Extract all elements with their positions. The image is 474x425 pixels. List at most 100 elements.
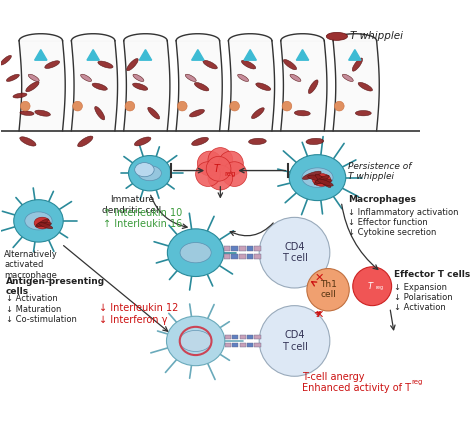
Polygon shape: [225, 343, 231, 347]
Ellipse shape: [148, 107, 160, 119]
Text: ↓ Expansion
↓ Polarisation
↓ Activation: ↓ Expansion ↓ Polarisation ↓ Activation: [394, 283, 453, 312]
Ellipse shape: [35, 110, 50, 116]
Text: T: T: [214, 164, 220, 174]
Circle shape: [219, 151, 243, 176]
Ellipse shape: [78, 136, 93, 147]
Text: ✕: ✕: [315, 309, 324, 320]
Polygon shape: [87, 50, 100, 60]
Text: Th1
cell: Th1 cell: [319, 280, 337, 300]
Polygon shape: [239, 343, 246, 347]
Circle shape: [125, 101, 135, 111]
Ellipse shape: [190, 109, 204, 117]
Polygon shape: [254, 246, 261, 251]
Ellipse shape: [45, 61, 60, 68]
Circle shape: [206, 156, 231, 181]
Ellipse shape: [302, 171, 321, 179]
Polygon shape: [281, 34, 327, 131]
Ellipse shape: [309, 80, 318, 94]
Ellipse shape: [98, 61, 113, 68]
Ellipse shape: [20, 111, 34, 116]
Ellipse shape: [26, 82, 39, 92]
Ellipse shape: [185, 74, 196, 82]
Polygon shape: [228, 34, 274, 131]
Polygon shape: [333, 34, 379, 131]
Polygon shape: [224, 246, 230, 251]
Text: Persistence of
T whipplei: Persistence of T whipplei: [348, 162, 412, 181]
Text: ↓ Activation
↓ Maturation
↓ Co-stimulation: ↓ Activation ↓ Maturation ↓ Co-stimulati…: [6, 294, 77, 324]
Polygon shape: [232, 343, 238, 347]
Ellipse shape: [237, 74, 248, 82]
Polygon shape: [239, 246, 246, 251]
Circle shape: [208, 165, 233, 190]
Ellipse shape: [34, 217, 50, 229]
Text: Macrophages: Macrophages: [348, 195, 416, 204]
Polygon shape: [191, 50, 204, 60]
Text: reg: reg: [376, 286, 384, 290]
Polygon shape: [231, 255, 238, 259]
Ellipse shape: [14, 200, 63, 242]
Circle shape: [230, 101, 239, 111]
Polygon shape: [72, 34, 118, 131]
Circle shape: [222, 162, 247, 187]
Ellipse shape: [180, 243, 211, 263]
Ellipse shape: [6, 74, 19, 82]
Ellipse shape: [312, 173, 331, 186]
Polygon shape: [247, 343, 253, 347]
Text: T: T: [368, 282, 373, 291]
Polygon shape: [224, 255, 230, 259]
Ellipse shape: [127, 59, 138, 71]
Ellipse shape: [167, 229, 224, 277]
Text: ✕: ✕: [315, 273, 324, 283]
Polygon shape: [255, 343, 261, 347]
Text: Effector T cells: Effector T cells: [394, 270, 471, 279]
Text: CD4
T cell: CD4 T cell: [282, 330, 308, 352]
Polygon shape: [246, 255, 253, 259]
Circle shape: [208, 147, 233, 172]
Text: ↓ Interleukin 12
↓ Interferon γ: ↓ Interleukin 12 ↓ Interferon γ: [99, 303, 178, 325]
Ellipse shape: [180, 331, 212, 351]
Polygon shape: [231, 246, 238, 251]
Ellipse shape: [194, 82, 209, 91]
Ellipse shape: [128, 156, 171, 191]
Circle shape: [196, 162, 220, 187]
Ellipse shape: [358, 82, 373, 91]
Ellipse shape: [306, 138, 324, 144]
Polygon shape: [124, 34, 170, 131]
Ellipse shape: [39, 223, 53, 229]
Ellipse shape: [133, 74, 144, 82]
Ellipse shape: [133, 83, 148, 90]
Ellipse shape: [203, 60, 217, 69]
Polygon shape: [246, 246, 253, 251]
Ellipse shape: [0, 55, 11, 65]
Polygon shape: [232, 335, 238, 339]
Text: Immature
dendritic cell: Immature dendritic cell: [102, 195, 162, 215]
Ellipse shape: [290, 74, 301, 82]
Ellipse shape: [308, 175, 327, 181]
Polygon shape: [247, 335, 253, 339]
Ellipse shape: [36, 219, 49, 227]
Ellipse shape: [294, 110, 310, 116]
Circle shape: [259, 217, 330, 288]
Circle shape: [20, 101, 30, 111]
Ellipse shape: [92, 83, 107, 90]
Text: Alternatively
activated
macrophage: Alternatively activated macrophage: [4, 250, 58, 280]
Polygon shape: [254, 255, 261, 259]
Polygon shape: [176, 34, 222, 131]
Ellipse shape: [342, 74, 353, 82]
Circle shape: [73, 101, 82, 111]
Text: CD4
T cell: CD4 T cell: [282, 242, 308, 264]
Text: ↑ Interleukin 10
↑ Interleukin 16: ↑ Interleukin 10 ↑ Interleukin 16: [103, 208, 182, 229]
Ellipse shape: [28, 74, 39, 82]
Ellipse shape: [138, 166, 161, 181]
Ellipse shape: [241, 60, 256, 69]
Ellipse shape: [191, 137, 209, 145]
Circle shape: [335, 101, 344, 111]
Text: reg: reg: [225, 171, 236, 177]
Ellipse shape: [256, 83, 271, 91]
Text: T whipplei: T whipplei: [350, 31, 403, 41]
Circle shape: [259, 306, 330, 376]
Ellipse shape: [283, 60, 297, 70]
Text: ↓ Inflammatory activation
↓ Effector function
↓ Cytokine secretion: ↓ Inflammatory activation ↓ Effector fun…: [348, 208, 459, 238]
Polygon shape: [139, 50, 152, 60]
Circle shape: [197, 151, 222, 176]
